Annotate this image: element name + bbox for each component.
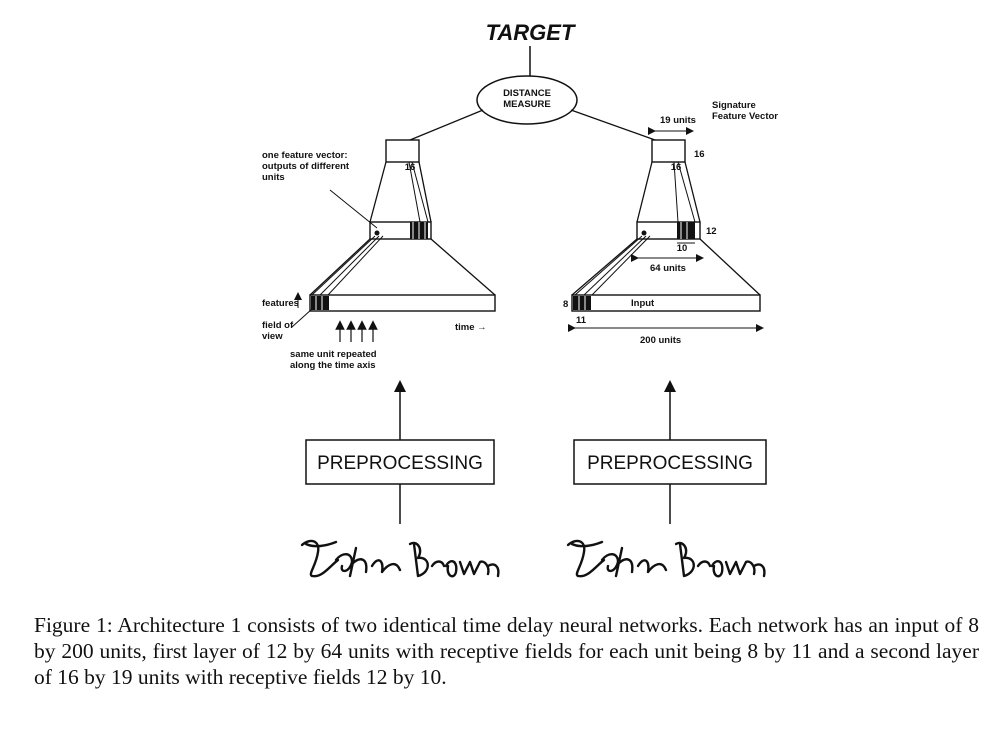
right-receptive-line-e [591, 235, 651, 296]
right-preprocessing-label: PREPROCESSING [587, 453, 753, 474]
left-upper-trapezoid-left [369, 161, 387, 223]
left-network: 16 one feature vector: outputs of differ… [262, 139, 496, 371]
distance-measure-line1: DISTANCE [503, 88, 551, 99]
left-to-distance-line [409, 109, 484, 141]
units-64-label: 64 units [650, 263, 686, 274]
right-receptive-line-d [583, 235, 647, 296]
diagram-canvas: TARGET DISTANCE MEASURE 16 one feature v… [262, 20, 778, 578]
left-receptive-line-a [408, 161, 421, 223]
left-unit-dot [374, 230, 380, 236]
right-n11: 11 [576, 315, 587, 326]
left-receptive-line-b [411, 161, 429, 223]
signature-label-1: Signature [712, 100, 756, 111]
units-19-label: 19 units [660, 115, 696, 126]
feature-vector-note-1: one feature vector: [262, 150, 348, 161]
right-lower-trapezoid-left [571, 238, 638, 296]
input-label: Input [631, 298, 655, 309]
left-preprocessing-label: PREPROCESSING [317, 453, 483, 474]
units-200-label: 200 units [640, 335, 681, 346]
left-upper-trapezoid-right [418, 161, 432, 223]
right-network: Signature Feature Vector 19 units 16 16 … [563, 100, 778, 346]
right-upper-trapezoid-left [636, 161, 653, 223]
field-of-view-2: view [262, 331, 283, 342]
right-receptive-line-a [673, 161, 679, 223]
figure-caption: Figure 1: Architecture 1 consists of two… [34, 613, 979, 689]
right-to-distance-line [570, 109, 656, 141]
right-lower-trapezoid-right [699, 238, 761, 296]
right-input-field [573, 296, 591, 310]
features-label: features [262, 298, 299, 309]
left-receptive-line-d [319, 235, 380, 296]
distance-measure-line2: MEASURE [503, 99, 551, 110]
feature-vector-pointer [329, 189, 378, 229]
right-n12: 12 [706, 226, 717, 237]
left-signature-image [300, 539, 500, 578]
same-unit-1: same unit repeated [290, 349, 377, 360]
left-lower-trapezoid-right [430, 238, 496, 296]
left-lower-trapezoid-left [309, 238, 371, 296]
target-label: TARGET [486, 20, 576, 45]
feature-vector-note-3: units [262, 172, 285, 183]
right-signature-vector [651, 139, 686, 163]
time-label: time → [455, 322, 487, 333]
field-of-view-pointer [291, 308, 313, 328]
right-n16-top: 16 [671, 162, 682, 173]
right-receptive-line-b [677, 161, 696, 223]
left-input-field [311, 296, 329, 310]
right-n10: 10 [677, 243, 688, 254]
feature-vector-note-2: outputs of different [262, 161, 350, 172]
right-upper-trapezoid-right [684, 161, 701, 223]
left-input-layer [309, 294, 496, 312]
right-n16-side: 16 [694, 149, 705, 160]
distance-measure-ellipse [476, 75, 578, 125]
architecture-diagram: TARGET DISTANCE MEASURE 16 one feature v… [262, 20, 778, 578]
field-of-view-1: field of [262, 320, 294, 331]
right-unit-dot [641, 230, 647, 236]
left-preprocessing-box [305, 439, 495, 485]
right-first-layer-field [677, 222, 695, 239]
signature-label-2: Feature Vector [712, 111, 778, 122]
right-input-layer [571, 294, 761, 312]
left-receptive-line-e [327, 235, 384, 296]
right-n8: 8 [563, 299, 568, 310]
right-receptive-line-c [574, 235, 643, 296]
left-receptive-line-c [311, 235, 376, 296]
same-unit-2: along the time axis [290, 360, 376, 371]
right-signature-image [566, 539, 766, 578]
left-signature-vector [385, 139, 420, 163]
right-preprocessing-box [573, 439, 767, 485]
